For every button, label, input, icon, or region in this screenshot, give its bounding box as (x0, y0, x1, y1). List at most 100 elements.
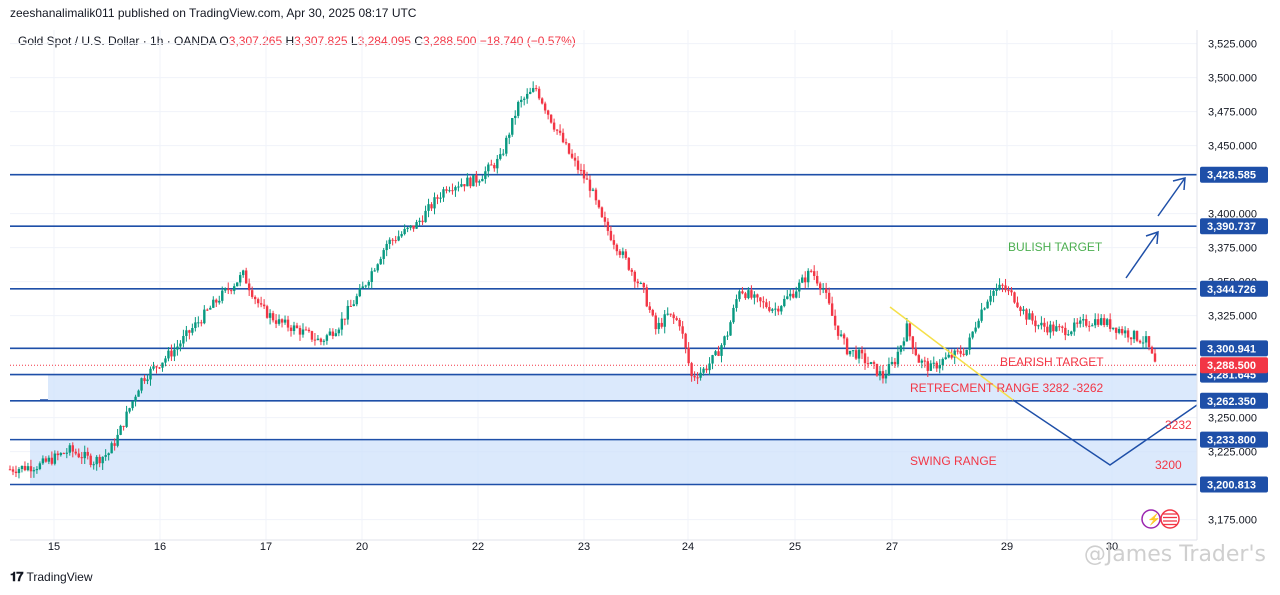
candle-body-68 (212, 299, 215, 308)
candle-body-340 (1025, 309, 1028, 320)
candle-body-102 (313, 339, 317, 341)
event-icons[interactable]: ⚡ (1141, 509, 1180, 529)
candle-body-320 (965, 349, 968, 355)
candle-body-208 (630, 269, 634, 272)
candle-body-274 (827, 292, 831, 304)
candle-body-213 (645, 287, 648, 307)
change-value: −18.740 (−0.57%) (479, 34, 576, 48)
candle-body-178 (540, 98, 544, 104)
candle-body-282 (851, 350, 855, 352)
candle-body-225 (681, 326, 684, 334)
candle-body-138 (421, 220, 424, 223)
candle-body-162 (493, 165, 496, 169)
candle-body-165 (502, 153, 505, 155)
candle-body-200 (606, 221, 610, 231)
trend-line (889, 306, 1014, 401)
candle-body-128 (391, 239, 394, 241)
candle-body-83 (256, 299, 260, 304)
open-value: 3,307.265 (228, 34, 283, 48)
candle-body-315 (950, 354, 953, 358)
candle-body-188 (570, 153, 574, 158)
candle-body-179 (543, 103, 547, 111)
candle-body-72 (224, 288, 227, 291)
open-label: O (219, 34, 229, 48)
candle-body-272 (821, 288, 825, 290)
candle-body-5 (23, 465, 27, 471)
candle-body-70 (218, 300, 221, 303)
time-tick-label-5: 23 (578, 541, 590, 553)
candle-body-160 (487, 164, 490, 172)
candle-body-285 (860, 349, 864, 354)
candle-body-255 (771, 309, 774, 311)
candle-body-207 (627, 257, 631, 270)
candle-body-3 (17, 469, 21, 474)
candle-body-298 (899, 345, 903, 352)
time-axis[interactable]: 15 16 17 20 22 23 24 25 27 29 30 (10, 539, 1197, 553)
candle-body-234 (708, 363, 711, 371)
us-flag-icon[interactable] (1160, 509, 1180, 529)
candle-body-152 (463, 184, 466, 187)
time-tick-label-1: 16 (154, 541, 166, 553)
candle-body-38 (122, 425, 125, 427)
candle-body-247 (747, 290, 750, 299)
time-tick-label-9: 29 (1001, 541, 1013, 553)
candle-body-22 (74, 451, 77, 454)
candle-body-54 (170, 350, 173, 357)
candle-body-304 (917, 355, 921, 363)
symbol-legend: Gold Spot / U.S. Dollar · 1h · OANDA O3,… (18, 34, 576, 48)
price-tags: 3,428.585 3,390.737 3,344.726 3,300.941 3,28… (1200, 166, 1268, 493)
candle-body-206 (624, 251, 628, 258)
candle-body-98 (301, 329, 305, 335)
candle-body-161 (490, 164, 493, 166)
candle-body-52 (164, 358, 167, 363)
candle-body-310 (935, 362, 938, 369)
level-tag-7-label: 3,200.813 (1207, 479, 1256, 491)
candle-body-212 (642, 282, 645, 288)
candle-body-62 (194, 322, 197, 329)
current-price-tag-bg (1200, 357, 1268, 374)
candle-body-345 (1040, 322, 1043, 326)
candle-body-364 (1096, 319, 1100, 325)
candle-body-209 (633, 271, 637, 282)
publisher-line: zeeshanalimalik011 published on TradingV… (10, 6, 417, 20)
candle-body-228 (690, 363, 693, 377)
candle-body-305 (920, 360, 924, 363)
candle-body-25 (83, 451, 86, 459)
candle-body-148 (451, 190, 454, 192)
candle-body-243 (735, 299, 738, 308)
lightning-icon[interactable] (1141, 509, 1161, 529)
candle-body-15 (53, 453, 57, 464)
price-tick-label-4: 3,400.000 (1208, 209, 1257, 221)
candle-body-372 (1120, 329, 1124, 334)
level-tag-0-bg (1200, 166, 1268, 183)
candle-body-313 (944, 357, 947, 360)
candle-body-113 (346, 305, 350, 320)
candle-body-155 (472, 174, 475, 187)
candle-body-86 (265, 306, 269, 318)
level-lines (10, 173, 1197, 486)
candle-body-28 (92, 464, 95, 466)
price-tick-label-0: 3,525.000 (1208, 39, 1257, 51)
candle-body-254 (768, 307, 771, 311)
candle-body-339 (1022, 309, 1025, 312)
candle-body-268 (810, 270, 813, 272)
candle-body-291 (878, 371, 882, 376)
candle-body-29 (95, 456, 98, 465)
candle-body-367 (1105, 319, 1109, 326)
candle-body-331 (998, 284, 1001, 289)
candle-body-279 (842, 334, 846, 339)
level-tag-5-bg (1200, 392, 1268, 409)
candle-body-119 (364, 285, 367, 287)
candle-body-332 (1001, 284, 1004, 286)
candle-body-312 (941, 359, 944, 366)
candle-body-222 (672, 314, 675, 319)
candle-body-27 (89, 455, 92, 465)
time-tick-label-2: 17 (260, 541, 272, 553)
candle-body-311 (938, 365, 941, 369)
candle-body-133 (406, 227, 409, 230)
candle-body-30 (98, 456, 101, 464)
candle-body-251 (759, 297, 762, 302)
current-price-tag-label: 3,288.500 (1207, 360, 1256, 372)
candle-body-107 (328, 331, 332, 336)
